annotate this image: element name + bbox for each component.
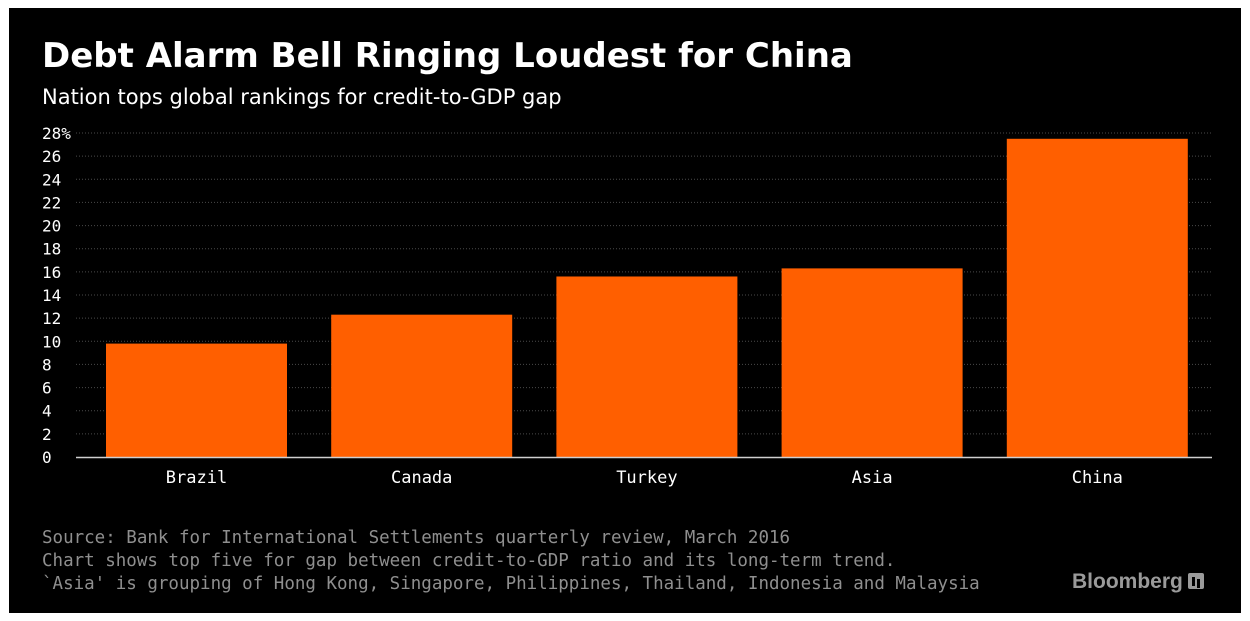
x-tick-label: Turkey xyxy=(616,468,677,488)
y-tick-label: 26 xyxy=(42,147,61,166)
y-tick-label: 28% xyxy=(42,124,71,143)
y-tick-label: 12 xyxy=(42,309,61,328)
y-tick-label: 4 xyxy=(42,402,52,421)
x-tick-label: Asia xyxy=(852,468,893,488)
y-tick-label: 10 xyxy=(42,332,61,351)
y-tick-label: 8 xyxy=(42,355,52,374)
x-tick-label: Brazil xyxy=(166,468,227,488)
chart-title: Debt Alarm Bell Ringing Loudest for Chin… xyxy=(42,36,853,76)
y-tick-label: 18 xyxy=(42,240,61,259)
x-tick-label: China xyxy=(1072,468,1123,488)
x-tick-label: Canada xyxy=(391,468,452,488)
bar-turkey xyxy=(556,276,738,457)
brand-name: Bloomberg xyxy=(1072,570,1183,593)
bloomberg-logo: Bloomberg xyxy=(1072,570,1204,594)
y-tick-label: 24 xyxy=(42,170,61,189)
asia-note: `Asia' is grouping of Hong Kong, Singapo… xyxy=(42,574,980,594)
y-tick-label: 16 xyxy=(42,263,61,282)
bloomberg-chart-icon xyxy=(1187,573,1204,589)
source-note: Source: Bank for International Settlemen… xyxy=(42,528,791,548)
bars xyxy=(106,138,1188,458)
y-tick-label: 22 xyxy=(42,193,61,212)
bar-brazil xyxy=(106,343,287,457)
x-axis-labels: Brazil Canada Turkey Asia China xyxy=(166,468,1123,488)
y-tick-label: 6 xyxy=(42,379,52,398)
bar-canada xyxy=(331,314,513,457)
bar-china xyxy=(1006,138,1188,458)
y-tick-label: 2 xyxy=(42,425,52,444)
y-tick-label: 20 xyxy=(42,217,61,236)
footnotes: Source: Bank for International Settlemen… xyxy=(42,527,980,596)
bar-asia xyxy=(781,268,963,457)
y-tick-label: 14 xyxy=(42,286,61,305)
method-note: Chart shows top five for gap between cre… xyxy=(42,551,896,571)
chart-subtitle: Nation tops global rankings for credit-t… xyxy=(42,85,562,109)
y-tick-label: 0 xyxy=(42,448,52,467)
